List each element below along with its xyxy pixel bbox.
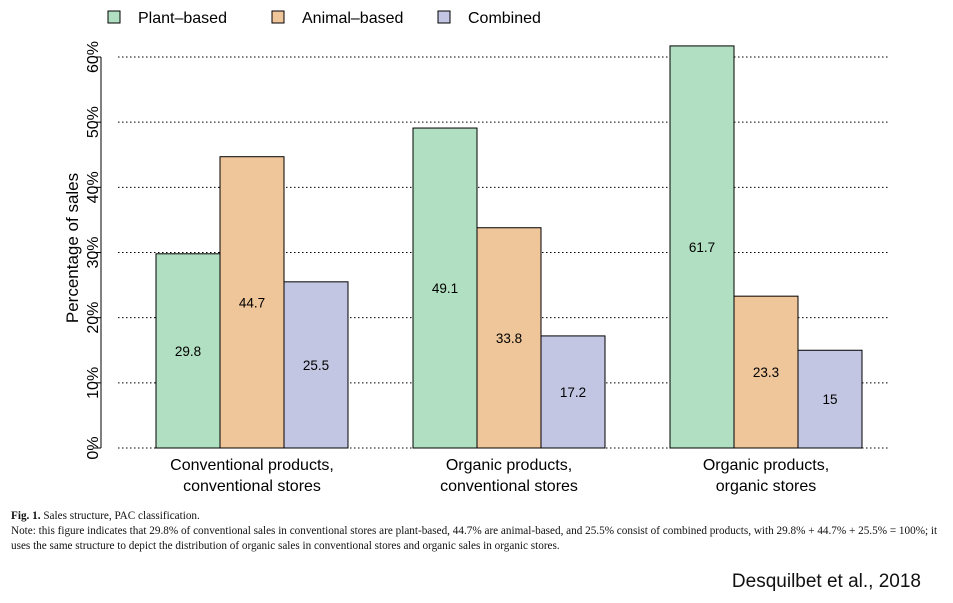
figure-title: Sales structure, PAC classification. (40, 510, 200, 522)
bar (669, 45, 735, 449)
bar-chart: 29.8 44.7 25.5 49.1 33.8 17.2 61.7 23.3 15 0% 10%… (63, 10, 890, 495)
x-category-label: Organic products, (703, 457, 829, 474)
x-category-label: Conventional products, (170, 457, 334, 474)
y-tick-label: 50% (85, 106, 102, 138)
data-label: 17.2 (560, 385, 586, 400)
figure-number: Fig. 1. (11, 510, 41, 522)
legend-label: Animal–based (302, 10, 403, 27)
data-label: 23.3 (753, 365, 779, 380)
bar (283, 281, 349, 449)
citation: Desquilbet et al., 2018 (731, 571, 921, 592)
legend: Plant–based Animal–based Combined (107, 10, 541, 27)
y-axis-label: Percentage of sales (63, 173, 82, 323)
data-label: 49.1 (432, 281, 458, 296)
data-label: 33.8 (496, 331, 522, 346)
data-label: 15 (822, 392, 837, 407)
bar (797, 349, 863, 449)
x-axis-categories: Conventional products, conventional store… (170, 457, 829, 495)
y-tick-label: 60% (85, 41, 102, 73)
bars (155, 45, 863, 449)
x-category-label: organic stores (716, 478, 817, 495)
bar (155, 253, 221, 449)
data-label: 61.7 (689, 240, 715, 255)
data-label: 44.7 (239, 295, 265, 310)
x-category-label: conventional stores (183, 478, 321, 495)
data-label: 25.5 (303, 358, 329, 373)
bar (476, 227, 542, 449)
data-label: 29.8 (175, 344, 201, 359)
legend-swatch (107, 10, 121, 24)
y-tick-label: 30% (85, 236, 102, 268)
y-tick-label: 40% (85, 171, 102, 203)
legend-swatch (271, 10, 285, 24)
figure-caption: Fig. 1. Sales structure, PAC classificat… (11, 509, 946, 554)
y-tick-label: 20% (85, 302, 102, 334)
x-category-label: conventional stores (440, 478, 578, 495)
legend-swatch (437, 10, 451, 24)
y-axis: 0% 10% 20% 30% 40% 50% 60% (85, 41, 102, 460)
x-category-label: Organic products, (446, 457, 572, 474)
y-tick-label: 10% (85, 367, 102, 399)
legend-label: Combined (468, 10, 541, 27)
figure-note: Note: this figure indicates that 29.8% o… (11, 525, 938, 552)
y-tick-label: 0% (85, 436, 102, 459)
bar (733, 295, 799, 449)
legend-label: Plant–based (138, 10, 227, 27)
bar (540, 335, 606, 449)
bar (412, 127, 478, 449)
data-labels: 29.8 44.7 25.5 49.1 33.8 17.2 61.7 23.3 15 (175, 240, 838, 407)
